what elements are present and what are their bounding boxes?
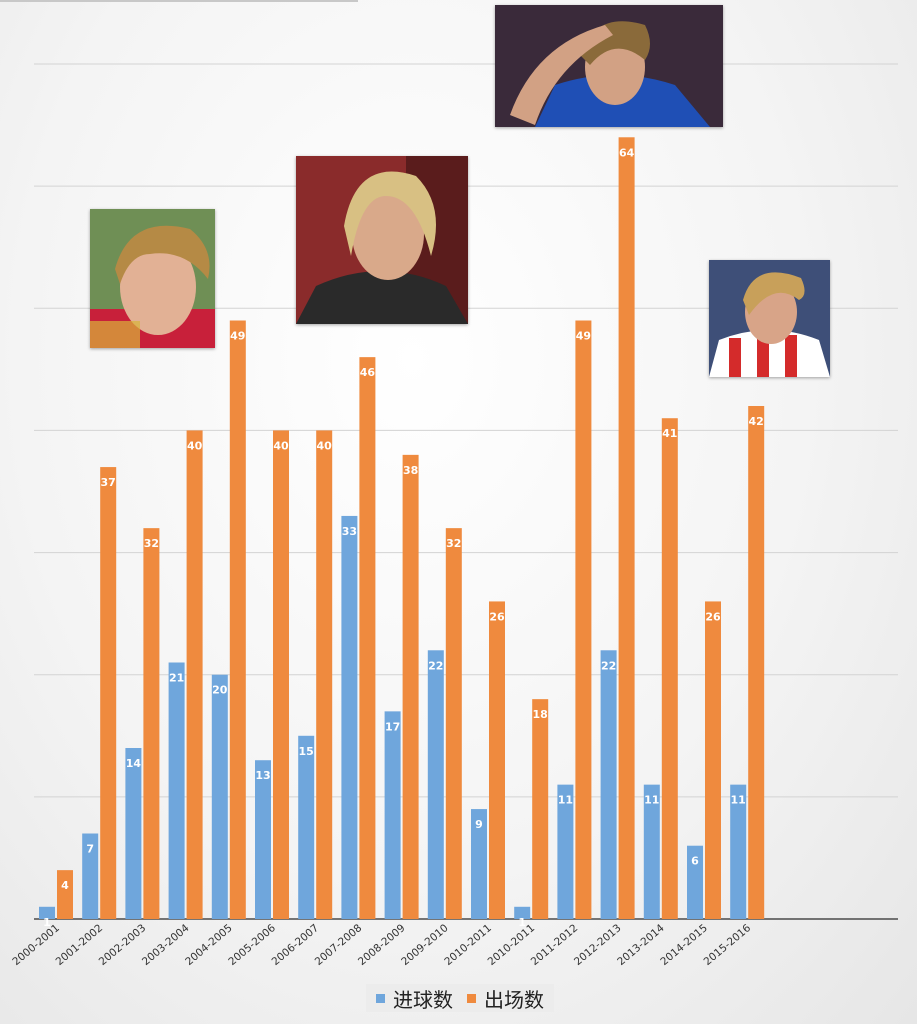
bar-goals <box>384 711 401 919</box>
player-photo-chelsea <box>495 5 723 127</box>
x-tick-label: 2010-2011 <box>442 922 494 968</box>
data-label-goals: 17 <box>385 720 400 733</box>
data-label-appearances: 26 <box>489 610 505 623</box>
bar-appearances <box>575 320 592 919</box>
data-label-goals: 21 <box>169 672 184 685</box>
data-label-goals: 22 <box>601 659 616 672</box>
data-label-goals: 1 <box>43 916 51 929</box>
data-label-appearances: 32 <box>144 537 159 550</box>
bar-appearances <box>402 454 419 919</box>
data-label-goals: 7 <box>86 843 94 856</box>
bar-goals <box>643 784 660 919</box>
data-label-goals: 14 <box>126 757 142 770</box>
data-label-goals: 1 <box>518 916 526 929</box>
bar-goals <box>514 906 531 919</box>
data-label-appearances: 38 <box>403 464 418 477</box>
data-label-appearances: 18 <box>533 708 548 721</box>
bar-goals <box>211 674 228 919</box>
data-label-appearances: 4 <box>61 879 69 892</box>
bar-appearances <box>359 357 376 920</box>
legend-label-goals: 进球数 <box>393 987 453 1012</box>
legend-swatch-goals <box>376 993 385 1003</box>
bar-appearances <box>186 430 203 919</box>
bar-goals <box>82 833 99 919</box>
data-label-appearances: 49 <box>576 330 591 343</box>
x-tick-label: 2011-2012 <box>529 922 581 968</box>
bar-appearances <box>489 601 505 919</box>
player-photo-atletico <box>709 260 830 377</box>
bar-goals <box>255 760 271 919</box>
x-tick-label: 2004-2005 <box>183 922 235 968</box>
player-photo-spain <box>90 209 215 348</box>
bar-appearances <box>661 418 678 919</box>
bar-goals <box>471 809 487 919</box>
bar-appearances <box>316 430 333 919</box>
chart-legend: 进球数 出场数 <box>366 984 554 1012</box>
bar-goals <box>730 784 747 919</box>
legend-item-goals: 进球数 <box>376 984 453 1013</box>
data-label-appearances: 40 <box>273 439 289 452</box>
x-tick-label: 2010-2011 <box>486 922 538 968</box>
x-tick-label: 2007-2008 <box>313 922 365 968</box>
x-tick-label: 2001-2002 <box>54 922 106 968</box>
bar-goals <box>168 662 185 919</box>
legend-swatch-appearances <box>467 993 476 1003</box>
data-label-appearances: 40 <box>187 439 203 452</box>
x-tick-label: 2008-2009 <box>356 922 408 968</box>
x-tick-label: 2002-2003 <box>97 922 149 968</box>
data-label-goals: 15 <box>299 745 314 758</box>
data-label-goals: 22 <box>428 659 443 672</box>
data-label-appearances: 32 <box>446 537 461 550</box>
bar-goals <box>125 748 142 919</box>
x-tick-label: 2000-2001 <box>10 922 62 968</box>
bar-appearances <box>705 601 721 919</box>
x-tick-label: 2009-2010 <box>399 922 451 968</box>
data-label-appearances: 26 <box>705 610 721 623</box>
data-label-goals: 6 <box>691 855 699 868</box>
bar-goals <box>298 735 315 919</box>
legend-item-appearances: 出场数 <box>467 984 544 1013</box>
bar-appearances <box>143 528 160 919</box>
bar-goals <box>341 515 358 919</box>
top-edge-line <box>0 0 358 2</box>
bar-appearances <box>618 137 635 920</box>
bar-goals <box>600 650 617 919</box>
bar-goals <box>557 784 574 919</box>
data-label-goals: 20 <box>212 684 228 697</box>
data-label-goals: 11 <box>644 794 659 807</box>
data-label-appearances: 46 <box>360 366 376 379</box>
legend-label-appearances: 出场数 <box>484 987 544 1012</box>
bar-goals <box>687 845 703 919</box>
data-label-goals: 13 <box>255 769 270 782</box>
data-label-appearances: 49 <box>230 330 245 343</box>
x-tick-label: 2015-2016 <box>702 922 754 968</box>
x-tick-label: 2014-2015 <box>658 922 710 968</box>
bar-appearances <box>748 406 765 919</box>
bar-appearances <box>532 699 549 919</box>
bar-appearances <box>273 430 289 919</box>
data-label-appearances: 37 <box>101 476 116 489</box>
bar-goals <box>39 906 55 919</box>
data-label-appearances: 40 <box>317 439 333 452</box>
data-label-goals: 33 <box>342 525 357 538</box>
bar-appearances <box>100 467 117 919</box>
x-tick-label: 2012-2013 <box>572 922 624 968</box>
bar-appearances <box>57 870 73 919</box>
data-label-goals: 11 <box>558 794 573 807</box>
data-label-appearances: 42 <box>749 415 764 428</box>
bar-goals <box>427 650 444 919</box>
data-label-goals: 11 <box>731 794 746 807</box>
player-photo-liverpool <box>296 156 468 324</box>
bar-appearances <box>229 320 246 919</box>
data-label-goals: 9 <box>475 818 483 831</box>
x-tick-label: 2006-2007 <box>270 922 322 968</box>
data-label-appearances: 64 <box>619 146 635 159</box>
bar-appearances <box>445 528 462 919</box>
data-label-appearances: 41 <box>662 427 677 440</box>
